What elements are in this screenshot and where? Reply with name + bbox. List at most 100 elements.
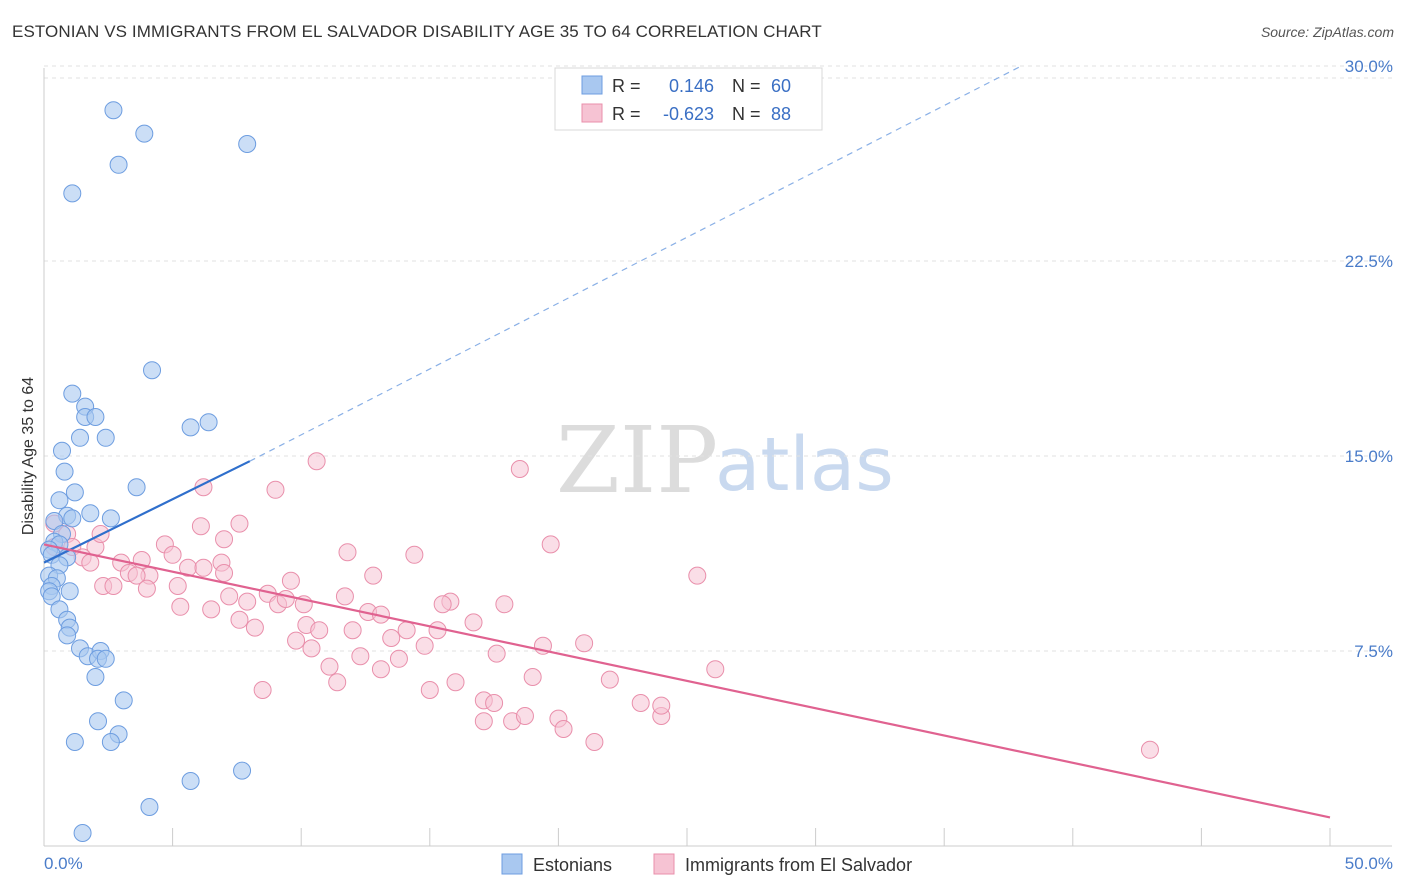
x-tick-labels: 0.0% 50.0% [44,854,1393,873]
data-point-immigrants [104,577,123,595]
data-point-immigrants [215,530,234,549]
data-point-immigrants [281,571,300,590]
data-point-estonians [53,441,72,460]
data-point-estonians [127,478,146,497]
data-point-immigrants [163,545,182,564]
data-point-immigrants [320,657,339,676]
data-point-immigrants [215,564,234,582]
data-point-immigrants [446,673,465,692]
data-point-estonians [81,504,100,523]
axes [43,68,1392,847]
y-tick-labels: 7.5% 15.0% 22.5% 30.0% [1345,57,1393,661]
data-point-estonians [114,691,133,710]
data-point-immigrants [371,660,390,679]
data-point-immigrants [554,720,573,738]
data-point-immigrants [202,600,221,619]
grid-lines [44,65,1392,652]
legend-n-value: 88 [771,104,791,124]
data-point-immigrants [127,566,146,585]
data-point-immigrants [230,514,249,533]
data-point-immigrants [397,621,416,640]
data-point-estonians [63,184,82,203]
chart-title: ESTONIAN VS IMMIGRANTS FROM EL SALVADOR … [12,22,822,41]
x-tick-label: 0.0% [44,854,83,873]
data-point-immigrants [415,636,434,655]
data-point-estonians [58,626,77,645]
series-immigrants-el-salvador [45,452,1159,759]
data-point-immigrants [485,694,504,712]
data-point-immigrants [464,613,483,632]
bottom-legend-immigrants: Immigrants from El Salvador [685,855,912,875]
y-tick-label: 22.5% [1345,252,1393,271]
data-point-immigrants [364,566,383,585]
data-point-immigrants [328,673,347,692]
data-point-estonians [135,124,154,143]
data-point-estonians [50,491,69,510]
legend-r-label: R = [612,104,641,124]
data-point-estonians [96,649,115,668]
data-point-immigrants [575,634,594,653]
data-point-immigrants [191,517,210,536]
x-tick-label: 50.0% [1345,854,1393,873]
watermark: ZIP atlas [556,407,894,514]
data-point-estonians [89,712,108,731]
data-point-immigrants [487,644,506,663]
data-point-estonians [73,824,92,842]
legend-swatch-immigrants [581,103,603,123]
data-point-estonians [104,101,123,120]
data-point-immigrants [389,649,408,668]
data-point-estonians [140,798,159,816]
data-point-immigrants [631,694,650,712]
data-point-immigrants [194,558,213,577]
data-point-immigrants [1140,740,1159,759]
data-point-immigrants [420,681,439,699]
y-axis-label: Disability Age 35 to 64 [20,377,37,535]
trend-line-estonians [43,460,251,564]
data-point-immigrants [338,543,357,562]
data-point-immigrants [652,696,671,715]
legend-swatch-estonians [581,75,603,95]
data-point-immigrants [351,647,370,666]
data-point-immigrants [220,587,239,606]
y-tick-label: 30.0% [1345,57,1393,76]
watermark-atlas: atlas [715,422,894,508]
bottom-legend-swatch-immigrants [653,853,675,875]
data-point-immigrants [307,452,326,471]
bottom-legend: Estonians Immigrants from El Salvador [501,853,912,875]
data-point-immigrants [585,733,604,751]
watermark-zip: ZIP [556,407,718,514]
data-point-estonians [86,408,105,426]
legend-n-label: N = [732,104,761,124]
legend-r-value: -0.623 [663,104,714,124]
data-point-estonians [63,509,82,528]
data-point-immigrants [382,629,401,647]
data-point-immigrants [245,618,264,637]
data-point-immigrants [706,660,725,679]
data-point-immigrants [302,639,321,658]
legend-n-value: 60 [771,76,791,96]
bottom-legend-estonians: Estonians [533,855,612,875]
data-point-immigrants [230,610,249,629]
data-point-immigrants [335,587,354,606]
trend-line-immigrants [43,543,1331,819]
legend-r-label: R = [612,76,641,96]
bottom-legend-swatch-estonians [501,853,523,875]
data-point-immigrants [81,553,100,572]
legend-n-label: N = [732,76,761,96]
data-point-immigrants [510,460,529,478]
data-point-estonians [55,462,74,481]
data-point-immigrants [266,480,285,499]
data-point-estonians [101,733,120,751]
data-point-estonians [233,761,252,780]
data-point-estonians [199,413,218,432]
y-tick-label: 7.5% [1354,642,1393,661]
data-point-immigrants [253,681,272,699]
trend-line-estonians-extension [249,65,1022,462]
data-point-immigrants [688,566,707,585]
y-tick-label: 15.0% [1345,447,1393,466]
data-point-immigrants [287,631,306,650]
data-point-immigrants [495,595,514,614]
data-point-immigrants [171,597,190,616]
data-point-immigrants [600,670,619,689]
